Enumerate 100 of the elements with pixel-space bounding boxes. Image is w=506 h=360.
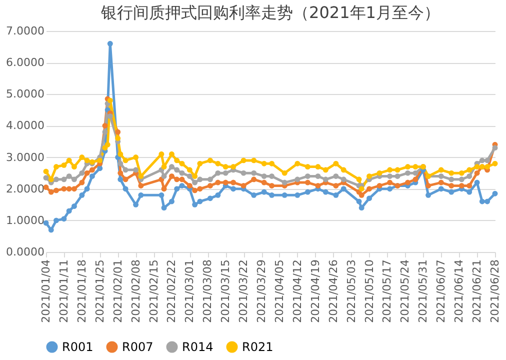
point xyxy=(84,186,90,192)
point xyxy=(484,164,490,170)
point xyxy=(222,180,228,186)
point xyxy=(197,186,203,192)
point xyxy=(61,216,67,222)
point xyxy=(412,164,418,170)
point xyxy=(261,180,267,186)
point xyxy=(207,176,213,182)
point xyxy=(412,176,418,182)
point xyxy=(358,192,364,198)
point xyxy=(315,173,321,179)
point xyxy=(315,182,321,188)
x-tick-label: 2021/01/04 xyxy=(40,260,52,323)
point xyxy=(230,186,236,192)
point xyxy=(333,182,339,188)
x-tick-label: 2021/02/01 xyxy=(111,260,124,323)
point xyxy=(492,190,498,196)
point xyxy=(168,151,174,157)
point xyxy=(168,173,174,179)
point xyxy=(222,164,228,170)
x-tick-label: 2021/04/19 xyxy=(308,260,322,323)
point xyxy=(376,182,382,188)
point xyxy=(48,227,54,233)
x-tick-label: 2021/06/21 xyxy=(470,260,484,323)
x-tick-label: 2021/05/31 xyxy=(416,260,430,323)
point xyxy=(118,170,124,176)
point xyxy=(230,164,236,170)
point xyxy=(474,170,480,176)
x-tick-label: 2021/05/10 xyxy=(362,260,376,323)
point xyxy=(484,198,490,204)
point xyxy=(61,176,67,182)
point xyxy=(269,182,275,188)
point xyxy=(118,160,124,166)
point xyxy=(304,164,310,170)
point xyxy=(48,189,54,195)
point xyxy=(102,122,108,128)
point xyxy=(438,173,444,179)
x-tick-label: 2021/01/25 xyxy=(93,260,106,323)
point xyxy=(405,164,411,170)
point xyxy=(479,158,485,164)
point xyxy=(71,186,77,192)
point xyxy=(179,160,185,166)
chart-title: 银行间质押式回购利率走势（2021年1月至今） xyxy=(100,3,440,22)
point xyxy=(79,180,85,186)
point xyxy=(230,180,236,186)
point xyxy=(102,129,108,135)
point xyxy=(192,188,198,194)
point xyxy=(387,180,393,186)
point xyxy=(66,158,72,164)
point xyxy=(479,198,485,204)
point xyxy=(438,180,444,186)
x-tick-label: 2021/03/15 xyxy=(219,260,232,323)
point xyxy=(66,173,72,179)
point xyxy=(426,192,432,198)
point xyxy=(89,167,95,173)
point xyxy=(192,173,198,179)
point xyxy=(122,186,128,192)
point xyxy=(79,154,85,160)
point xyxy=(61,162,67,168)
point xyxy=(322,176,328,182)
point xyxy=(358,186,364,192)
point xyxy=(294,160,300,166)
point xyxy=(412,170,418,176)
point xyxy=(222,170,228,176)
point xyxy=(179,170,185,176)
point xyxy=(207,158,213,164)
y-tick-label: 6.0000 xyxy=(6,56,44,70)
point xyxy=(315,164,321,170)
legend-label: R007 xyxy=(122,340,154,354)
point xyxy=(71,176,77,182)
point xyxy=(158,192,164,198)
point xyxy=(174,158,180,164)
point xyxy=(356,198,362,204)
point xyxy=(484,158,490,164)
point xyxy=(405,170,411,176)
y-tick-label: 2.0000 xyxy=(6,182,44,196)
point xyxy=(492,160,498,166)
point xyxy=(366,196,372,202)
point xyxy=(179,176,185,182)
point xyxy=(71,203,77,209)
point xyxy=(448,176,454,182)
y-tick-label: 1.0000 xyxy=(6,214,44,227)
point xyxy=(333,160,339,166)
point xyxy=(466,167,472,173)
point xyxy=(448,182,454,188)
point xyxy=(251,170,257,176)
point xyxy=(54,176,59,182)
point xyxy=(122,176,128,182)
x-tick-label: 2021/06/28 xyxy=(488,260,502,323)
x-tick-label: 2021/02/08 xyxy=(129,260,142,323)
point xyxy=(358,205,364,211)
point xyxy=(133,202,139,208)
x-tick-label: 2021/03/22 xyxy=(237,260,250,323)
point xyxy=(215,160,221,166)
point xyxy=(304,173,310,179)
point xyxy=(294,192,300,198)
point xyxy=(394,173,400,179)
point xyxy=(168,164,174,170)
point xyxy=(426,182,432,188)
point xyxy=(71,164,77,170)
